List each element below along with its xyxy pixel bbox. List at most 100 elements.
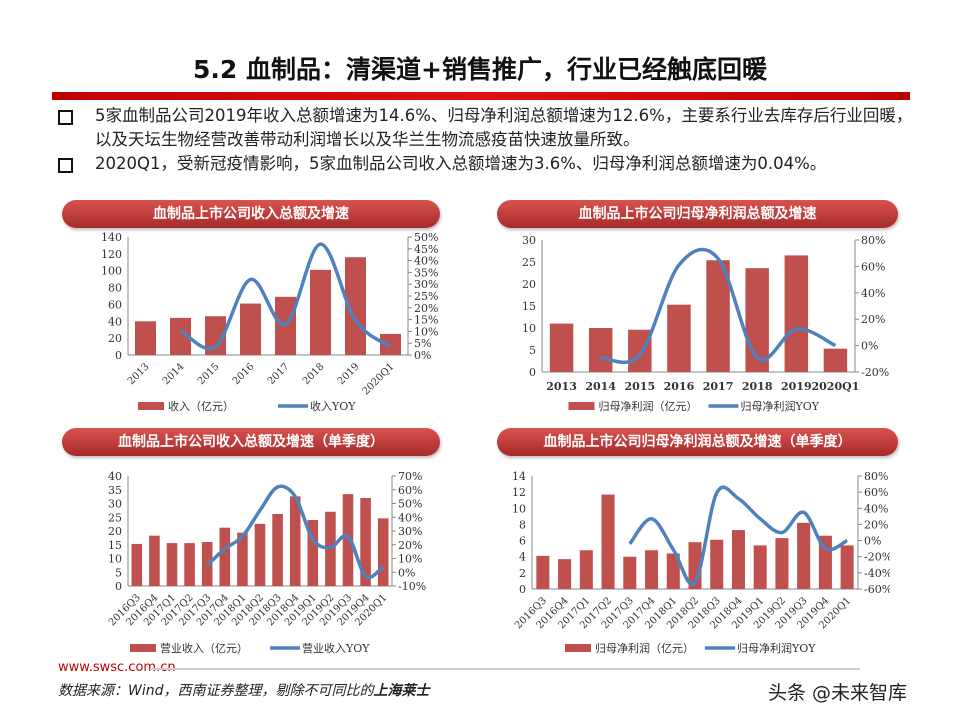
y-tick-label-left: 40 xyxy=(108,315,122,328)
y-tick-label-right: 40% xyxy=(398,511,422,524)
bar xyxy=(579,550,593,589)
y-tick-label-left: 15 xyxy=(108,539,122,552)
bar xyxy=(237,532,248,586)
x-tick-label: 2018 xyxy=(742,380,773,393)
chart-title: 血制品上市公司收入总额及增速 xyxy=(62,200,440,228)
bar xyxy=(558,559,572,589)
y-tick-label-right: 60% xyxy=(861,260,885,273)
chart-revenue-annual: 0 20 40 60 80 100 120 140 0%5%10%15%20%25%30%35%… xyxy=(101,231,438,413)
y-tick-label-left: 60 xyxy=(108,298,122,311)
y-tick-label-left: 0 xyxy=(115,349,122,362)
source-bold-text: 上海莱士 xyxy=(373,683,430,699)
bar xyxy=(536,555,550,589)
y-tick-label-left: 6 xyxy=(519,535,526,548)
bar xyxy=(377,518,389,586)
y-tick-label-right: 20% xyxy=(398,539,422,552)
y-tick-label-left: 14 xyxy=(512,470,526,483)
y-tick-label-left: 15 xyxy=(522,300,536,313)
y-tick-label-left: 30 xyxy=(522,234,536,247)
y-tick-label-right: 30% xyxy=(414,278,438,291)
website-url: www.swsc.com.cn xyxy=(58,660,176,675)
x-tick-label: 2015 xyxy=(625,380,656,393)
y-tick-label-right: 25% xyxy=(414,290,438,303)
legend-line-label: 归母净利润YOY xyxy=(737,641,816,655)
bullet-item: 2020Q1，受新冠疫情影响，5家血制品公司收入总额增速为3.6%、归母净利润总… xyxy=(52,152,922,176)
y-tick-label-left: 10 xyxy=(512,502,526,515)
bar xyxy=(710,539,724,589)
bar xyxy=(149,535,160,586)
x-tick-label: 2019 xyxy=(781,380,812,393)
bar xyxy=(205,316,226,355)
square-bullet-icon xyxy=(58,110,73,125)
bar xyxy=(731,530,745,589)
y-tick-label-left: 25 xyxy=(108,511,122,524)
y-tick-label-right: 40% xyxy=(861,287,885,300)
y-tick-label-right: -40% xyxy=(864,567,890,580)
bar xyxy=(823,348,848,372)
y-tick-label-right: 80% xyxy=(864,470,888,483)
source-text: 数据来源：Wind，西南证券整理，剔除不可同比的 xyxy=(58,683,374,699)
bar xyxy=(645,550,659,589)
y-tick-label-left: 25 xyxy=(522,256,536,269)
bullet-list: 5家血制品公司2019年收入总额增速为14.6%、归母净利润总额增速为12.6%… xyxy=(52,104,922,176)
y-tick-label-left: 20 xyxy=(108,525,122,538)
y-tick-label-left: 12 xyxy=(512,486,526,499)
y-tick-label-right: 45% xyxy=(414,243,438,256)
y-tick-label-right: 20% xyxy=(864,518,888,531)
y-tick-label-left: 20 xyxy=(108,332,122,345)
y-tick-label-left: 4 xyxy=(519,551,526,564)
bar xyxy=(166,543,178,586)
bar xyxy=(360,498,371,586)
x-tick-label: 2017 xyxy=(703,380,734,393)
bar xyxy=(549,323,574,372)
y-tick-label-left: 0 xyxy=(529,366,536,379)
bar xyxy=(666,553,680,589)
y-tick-label-right: 0% xyxy=(864,535,881,548)
title-divider xyxy=(52,92,910,100)
y-tick-label-right: 40% xyxy=(864,502,888,515)
chart-title: 血制品上市公司收入总额及增速（单季度） xyxy=(62,428,440,456)
bar xyxy=(219,527,231,586)
y-tick-label-left: 35 xyxy=(108,484,122,497)
legend-line-label: 营业收入YOY xyxy=(302,641,370,655)
y-tick-label-right: 15% xyxy=(414,314,438,327)
y-tick-label-right: 10% xyxy=(414,325,438,338)
y-tick-label-right: 50% xyxy=(414,231,438,244)
bullet-text: 2020Q1，受新冠疫情影响，5家血制品公司收入总额增速为3.6%、归母净利润总… xyxy=(95,154,827,173)
bar xyxy=(753,545,767,589)
bar xyxy=(240,303,261,355)
y-tick-label-left: 100 xyxy=(101,265,122,278)
bar xyxy=(706,260,730,372)
chart-profit-quarterly: 02468101214-60%-40%-20%0%20%40%60%80%201… xyxy=(512,470,890,655)
y-tick-label-left: 0 xyxy=(115,580,122,593)
y-tick-label-right: 50% xyxy=(398,498,422,511)
y-tick-label-right: 35% xyxy=(414,266,438,279)
legend-bar-label: 收入（亿元） xyxy=(168,399,234,413)
x-tick-label: 2018 xyxy=(301,361,327,387)
bar xyxy=(623,556,637,589)
watermark: 头条 @未来智库 xyxy=(768,682,908,704)
legend-bar-label: 归母净利润（亿元） xyxy=(599,399,698,413)
bar xyxy=(307,520,319,586)
y-tick-label-right: 0% xyxy=(414,349,431,362)
x-tick-label: 2016 xyxy=(231,361,257,387)
bar xyxy=(797,522,811,589)
x-tick-label: 2017 xyxy=(266,361,292,387)
y-tick-label-left: 2 xyxy=(519,567,526,580)
bar xyxy=(170,317,191,355)
y-tick-label-right: -20% xyxy=(861,366,889,379)
legend-bar-swatch xyxy=(565,644,591,652)
data-source: 数据来源：Wind，西南证券整理，剔除不可同比的上海莱士 xyxy=(58,680,430,700)
y-tick-label-right: 60% xyxy=(398,484,422,497)
square-bullet-icon xyxy=(58,158,73,173)
y-tick-label-left: 5 xyxy=(529,344,536,357)
footer-divider xyxy=(150,668,860,670)
y-tick-label-right: 10% xyxy=(398,553,422,566)
y-tick-label-right: 20% xyxy=(414,302,438,315)
y-tick-label-left: 120 xyxy=(101,248,122,261)
bar xyxy=(254,523,266,586)
bar xyxy=(840,545,854,589)
bar xyxy=(131,543,143,586)
